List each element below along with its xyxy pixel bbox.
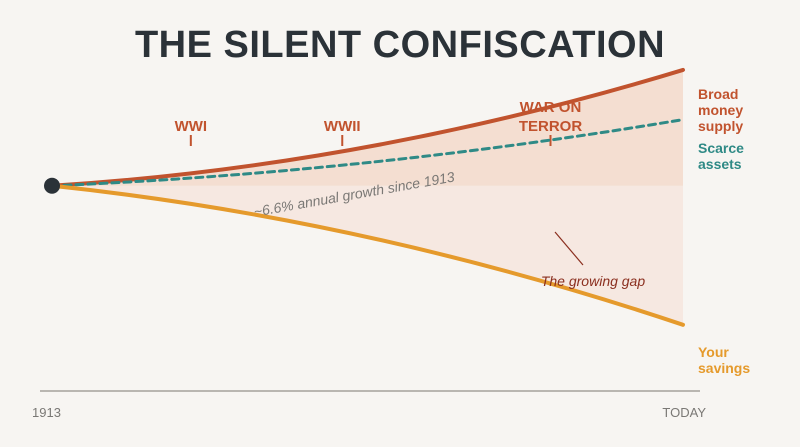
gap-fill-lower bbox=[52, 185, 683, 325]
x-tick-label-start: 1913 bbox=[32, 405, 61, 420]
gap-annotation-leader bbox=[554, 231, 584, 266]
series-label-line: savings bbox=[698, 360, 750, 376]
chart-title: THE SILENT CONFISCATION bbox=[135, 24, 665, 66]
series-label-line: Scarce bbox=[698, 140, 744, 156]
series-label-line: Your bbox=[698, 344, 729, 360]
event-label: WWI bbox=[175, 118, 207, 135]
event-marker-1: WWI bbox=[175, 118, 207, 146]
gap-fill-upper bbox=[52, 69, 683, 186]
series-label-line: money bbox=[698, 102, 743, 118]
series-label-line: Broad bbox=[698, 86, 738, 102]
event-label: TERROR bbox=[519, 118, 583, 135]
series-line-3 bbox=[50, 183, 685, 327]
event-label: WWII bbox=[324, 118, 361, 135]
gap-annotation: The growing gap bbox=[541, 273, 646, 289]
x-tick-label-end: TODAY bbox=[662, 405, 706, 420]
series-label-line: supply bbox=[698, 118, 743, 134]
event-marker-2: WWII bbox=[324, 118, 361, 146]
start-point bbox=[44, 177, 60, 194]
series-line-2 bbox=[50, 118, 685, 188]
series-label-line: assets bbox=[698, 156, 742, 172]
series-line-1 bbox=[50, 67, 685, 188]
